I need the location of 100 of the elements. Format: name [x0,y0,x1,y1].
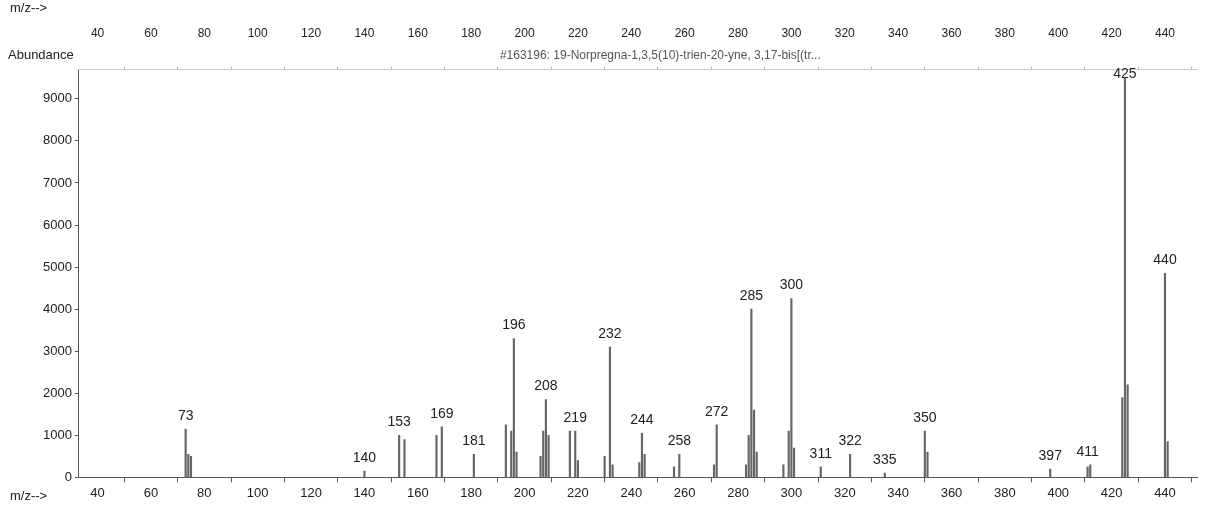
x2-tick-label: 300 [781,25,802,40]
bar [1163,273,1167,478]
x2-tick-label: 400 [1048,25,1069,40]
annotation: 244 [630,411,654,428]
annotation: 300 [779,276,804,293]
x2-tick-label: 320 [834,25,856,40]
bar [403,439,406,478]
x-tick-label: 140 [353,484,376,500]
x-tick-label: 260 [673,484,696,500]
x-tick-label: 240 [620,484,643,500]
annotation: 196 [502,316,526,333]
bar [440,426,443,478]
bar [603,456,606,478]
x-tick-label: 80 [197,484,212,500]
x2-tick-label: 200 [514,25,535,40]
x2-tick-label: 140 [354,25,375,40]
annotation: 258 [667,432,692,449]
x2-tick-label: 360 [941,25,962,40]
x2-tick-label: 80 [197,25,212,40]
bar [750,308,753,478]
x-tick-label: 360 [940,484,963,500]
x-axis-title: m/z--> [10,487,48,503]
bar [504,424,507,478]
y-tick-label: 6000 [43,216,72,232]
x2-tick-label: 260 [674,25,695,40]
x-tick-label: 60 [143,484,159,500]
x-tick-label: 40 [90,484,105,500]
y-tick-label: 5000 [43,258,72,274]
x-tick-label: 160 [406,484,429,500]
chart-title: #163196: 19-Norpregna-1,3,5(10)-trien-20-yne, 3,17-bis[(tr... [499,47,821,62]
x2-tick-label: 40 [90,25,105,40]
y-tick-label: 8000 [43,132,72,148]
y-tick-label: 0 [64,468,72,484]
x-tick-label: 400 [1047,484,1070,500]
annotation: 73 [177,406,194,423]
annotation: 272 [705,402,729,419]
annotation: 411 [1076,442,1099,459]
y-tick-label: 3000 [43,342,72,358]
bar [435,435,438,478]
bar [923,430,926,478]
annotation: 153 [387,413,412,430]
x2-tick-label: 100 [247,25,269,40]
bar [189,456,193,478]
annotation: 208 [534,377,558,394]
x-tick-label: 280 [727,484,749,500]
bar [715,424,718,478]
x2-tick-label: 220 [567,25,589,40]
x-tick-label: 180 [460,484,483,500]
bar [512,338,515,478]
x-tick-label: 220 [567,484,589,500]
bar [544,399,547,478]
x2-tick-label: 340 [888,25,909,40]
y-tick-label: 9000 [43,90,72,106]
annotation: 311 [809,444,833,461]
bar [363,470,366,478]
bar [472,453,475,478]
x2-tick-label: 60 [144,25,158,40]
x-tick-label: 120 [300,484,322,500]
annotation: 181 [462,432,486,449]
y-tick-label: 7000 [43,174,72,190]
annotation: 140 [352,448,377,465]
x2-tick-label: 380 [994,25,1016,40]
bar [398,435,401,478]
annotation: 425 [1113,65,1137,82]
bar [574,430,577,478]
x2-tick-label: 440 [1154,25,1176,40]
bar [640,432,644,478]
x2-tick-label: 180 [461,25,482,40]
bar [608,346,612,478]
x-tick-label: 100 [246,484,269,500]
annotation: 440 [1153,251,1177,268]
x-tick-label: 340 [887,484,909,500]
x-tick-label: 420 [1100,484,1123,500]
x2-tick-label: 160 [407,25,429,40]
annotation: 169 [430,404,454,421]
bar [790,298,793,478]
bar [1123,77,1127,478]
bar [782,464,785,478]
annotation: 397 [1038,446,1063,463]
x2-tick-label: 280 [728,25,749,40]
bar [184,428,187,478]
x2-tick-label: 420 [1101,25,1122,40]
y-tick-label: 4000 [43,300,72,316]
annotation: 335 [873,451,897,468]
annotation: 232 [598,324,622,341]
annotation: 322 [838,432,862,449]
x2-tick-label: 120 [301,25,322,40]
y-tick-label: 1000 [43,426,72,442]
annotation: 285 [739,287,764,304]
x-tick-label: 200 [513,484,536,500]
x2-tick-label: 240 [621,25,642,40]
annotation: 219 [563,408,588,425]
bar [849,453,852,478]
bar [568,430,571,478]
x2-axis-title: m/z--> [10,0,48,15]
x-tick-label: 300 [780,484,803,500]
y-axis-title: Abundance [8,46,74,62]
x-tick-label: 320 [833,484,856,500]
bar [678,453,681,478]
x-tick-label: 440 [1154,484,1176,500]
